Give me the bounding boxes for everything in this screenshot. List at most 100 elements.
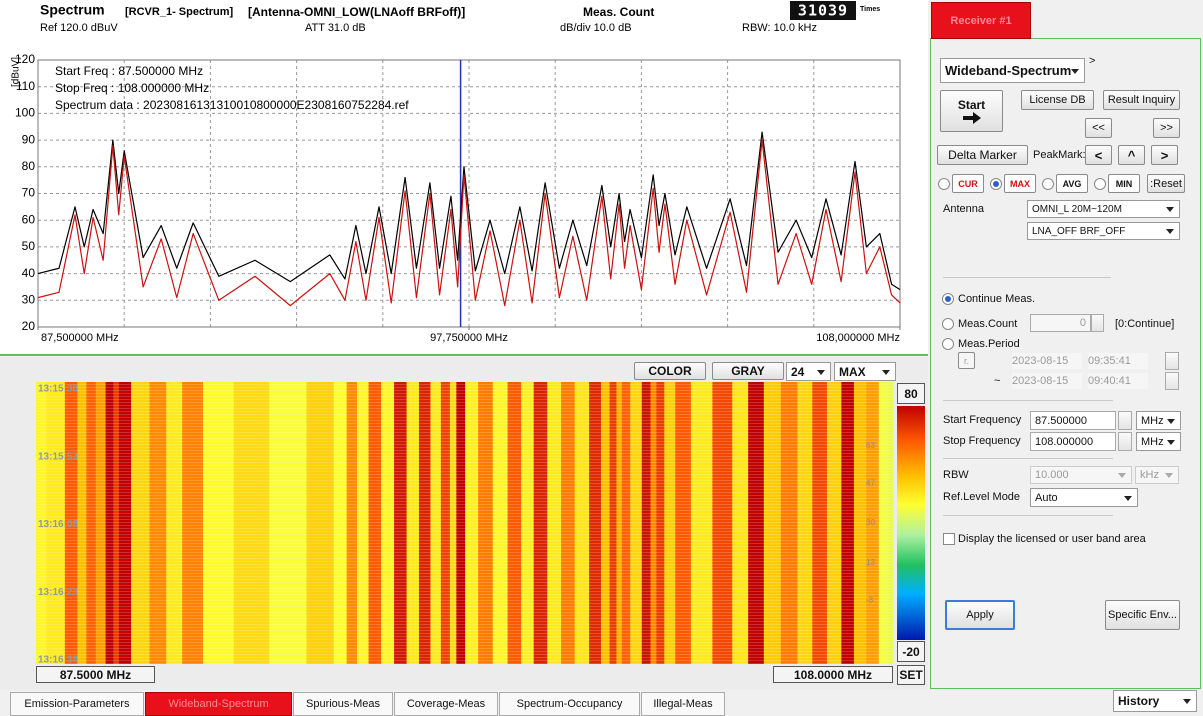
x-tick-label: 87,500000 MHz xyxy=(41,332,119,344)
trace-button[interactable]: CUR xyxy=(952,174,984,193)
y-tick-label: 50 xyxy=(22,239,36,253)
mode-dropdown[interactable]: MAX xyxy=(834,362,896,381)
reset-button[interactable]: :Reset xyxy=(1147,174,1185,193)
from-spinner[interactable] xyxy=(1165,352,1179,370)
start-label: Start xyxy=(957,98,986,112)
tab[interactable]: Spurious-Meas xyxy=(293,692,393,716)
start-freq-spinner[interactable] xyxy=(1118,411,1132,430)
rbw-unit-dropdown: kHz xyxy=(1135,466,1179,484)
separator xyxy=(943,515,1113,516)
trace-button[interactable]: MAX xyxy=(1004,174,1036,193)
title: Spectrum xyxy=(40,2,105,18)
start-button[interactable]: Start xyxy=(940,90,1003,132)
annotation: Stop Freq : 108.000000 MHz xyxy=(55,81,209,95)
tab[interactable]: Wideband-Spectrum xyxy=(145,692,292,716)
ref-label: Ref.Level Mode xyxy=(943,491,1021,503)
x-tick-label: 97,750000 MHz xyxy=(430,332,508,344)
rows-dropdown[interactable]: 24 xyxy=(786,362,831,381)
count-spinner[interactable] xyxy=(1091,314,1104,332)
result-button[interactable]: Result Inquiry xyxy=(1103,90,1180,110)
antenna-dropdown[interactable]: OMNI_L 20M~120M xyxy=(1027,200,1180,218)
count-unit: Times xyxy=(860,6,880,13)
spectrum-trace xyxy=(37,131,901,291)
to-spinner[interactable] xyxy=(1165,372,1179,390)
y-tick-label: 30 xyxy=(22,292,36,306)
timestamp: 13:15:53 xyxy=(38,451,78,462)
stop-freq-input[interactable]: 108.000000 xyxy=(1030,432,1116,451)
color-button[interactable]: COLOR xyxy=(634,362,706,380)
continue-radio[interactable] xyxy=(942,293,954,305)
trace-button[interactable]: AVG xyxy=(1056,174,1088,193)
annotation: Spectrum data : 20230816131310010800000E… xyxy=(55,98,409,112)
tab[interactable]: Illegal-Meas xyxy=(641,692,725,716)
delta-marker-button[interactable]: Delta Marker xyxy=(937,145,1028,165)
start-freq-input[interactable]: 87.500000 xyxy=(1030,411,1116,430)
count-display xyxy=(790,1,856,20)
y-tick-label: 80 xyxy=(22,159,36,173)
attenuation: ATT 31.0 dB xyxy=(305,22,366,34)
antenna-label: [Antenna-OMNI_LOW(LNAoff BRFoff)] xyxy=(248,5,465,19)
rbw: RBW: 10.0 kHz xyxy=(742,22,817,34)
receiver-label: [RCVR_1- Spectrum] xyxy=(125,6,234,18)
from-date: 2023-08-15 xyxy=(1012,353,1082,369)
waterfall-texture xyxy=(36,382,893,664)
start-unit-dropdown[interactable]: MHz xyxy=(1136,411,1181,430)
period-radio[interactable] xyxy=(942,338,954,350)
trace-button[interactable]: MIN xyxy=(1108,174,1140,193)
next-label: > xyxy=(1089,55,1096,67)
trace-radio[interactable] xyxy=(990,178,1002,190)
license-button[interactable]: License DB xyxy=(1021,90,1094,110)
mode-dropdown[interactable]: Wideband-Spectrum xyxy=(940,58,1085,83)
next-page-button[interactable]: >> xyxy=(1153,118,1180,138)
apply-button[interactable]: Apply xyxy=(945,600,1015,630)
tab[interactable]: Emission-Parameters xyxy=(10,692,144,716)
db-per-div: dB/div 10.0 dB xyxy=(560,22,632,34)
separator xyxy=(943,400,1113,401)
timestamp: 13:16:08 xyxy=(38,519,78,530)
history-dropdown[interactable]: History xyxy=(1113,690,1197,712)
y-tick-label: 40 xyxy=(22,266,36,280)
count-label: Meas.Count xyxy=(958,318,1018,330)
tab[interactable]: Coverage-Meas xyxy=(394,692,498,716)
receiver-tab[interactable]: Receiver #1 xyxy=(931,2,1031,39)
display-label: Display the licensed or user band area xyxy=(958,533,1146,545)
to-date: 2023-08-15 xyxy=(1012,373,1082,389)
timestamp: 13:15:38 xyxy=(38,384,78,395)
y-tick-label: 120 xyxy=(15,52,35,66)
peak-up-button[interactable]: ^ xyxy=(1118,145,1145,165)
set-button[interactable]: SET xyxy=(897,665,925,685)
y-tick-label: 70 xyxy=(22,186,36,200)
spectrum-view: Spectrum [RCVR_1- Spectrum] [Antenna-OMNI_… xyxy=(0,0,928,666)
display-checkbox[interactable] xyxy=(943,533,955,545)
specific-button[interactable]: Specific Env... xyxy=(1105,600,1180,630)
trace-radio[interactable] xyxy=(1042,178,1054,190)
timestamp: 13:16:23 xyxy=(38,587,78,598)
peak-prev-button[interactable]: < xyxy=(1085,145,1112,165)
ref-dropdown[interactable]: Auto xyxy=(1030,488,1138,507)
from-time: 09:35:41 xyxy=(1088,353,1148,369)
count-radio[interactable] xyxy=(942,318,954,330)
period-button[interactable]: r. xyxy=(958,352,975,369)
colorbar xyxy=(897,406,925,640)
tab[interactable]: Spectrum-Occupancy xyxy=(499,692,640,716)
colorbar-tick: 30 xyxy=(866,518,875,527)
lna-dropdown[interactable]: LNA_OFF BRF_OFF xyxy=(1027,222,1180,240)
count-input: 0 xyxy=(1030,314,1091,332)
annotation: Start Freq : 87.500000 MHz xyxy=(55,64,203,78)
ref-level: Ref 120.0 dBuV xyxy=(40,22,118,34)
period-label: Meas.Period xyxy=(958,338,1020,350)
y-axis-label: [dBuV] xyxy=(11,57,22,87)
stop-unit-dropdown[interactable]: MHz xyxy=(1136,432,1181,451)
gray-button[interactable]: GRAY xyxy=(712,362,784,380)
trace-radio[interactable] xyxy=(938,178,950,190)
prev-page-button[interactable]: << xyxy=(1085,118,1112,138)
colorbar-tick: -3 xyxy=(866,595,874,604)
peak-next-button[interactable]: > xyxy=(1151,145,1178,165)
trace-radio[interactable] xyxy=(1094,178,1106,190)
colorbar-tick: 47 xyxy=(866,478,875,487)
y-tick-label: 100 xyxy=(15,106,35,120)
y-tick-label: 20 xyxy=(22,319,36,333)
stop-freq-spinner[interactable] xyxy=(1118,432,1132,451)
antenna-label: Antenna xyxy=(943,202,984,215)
